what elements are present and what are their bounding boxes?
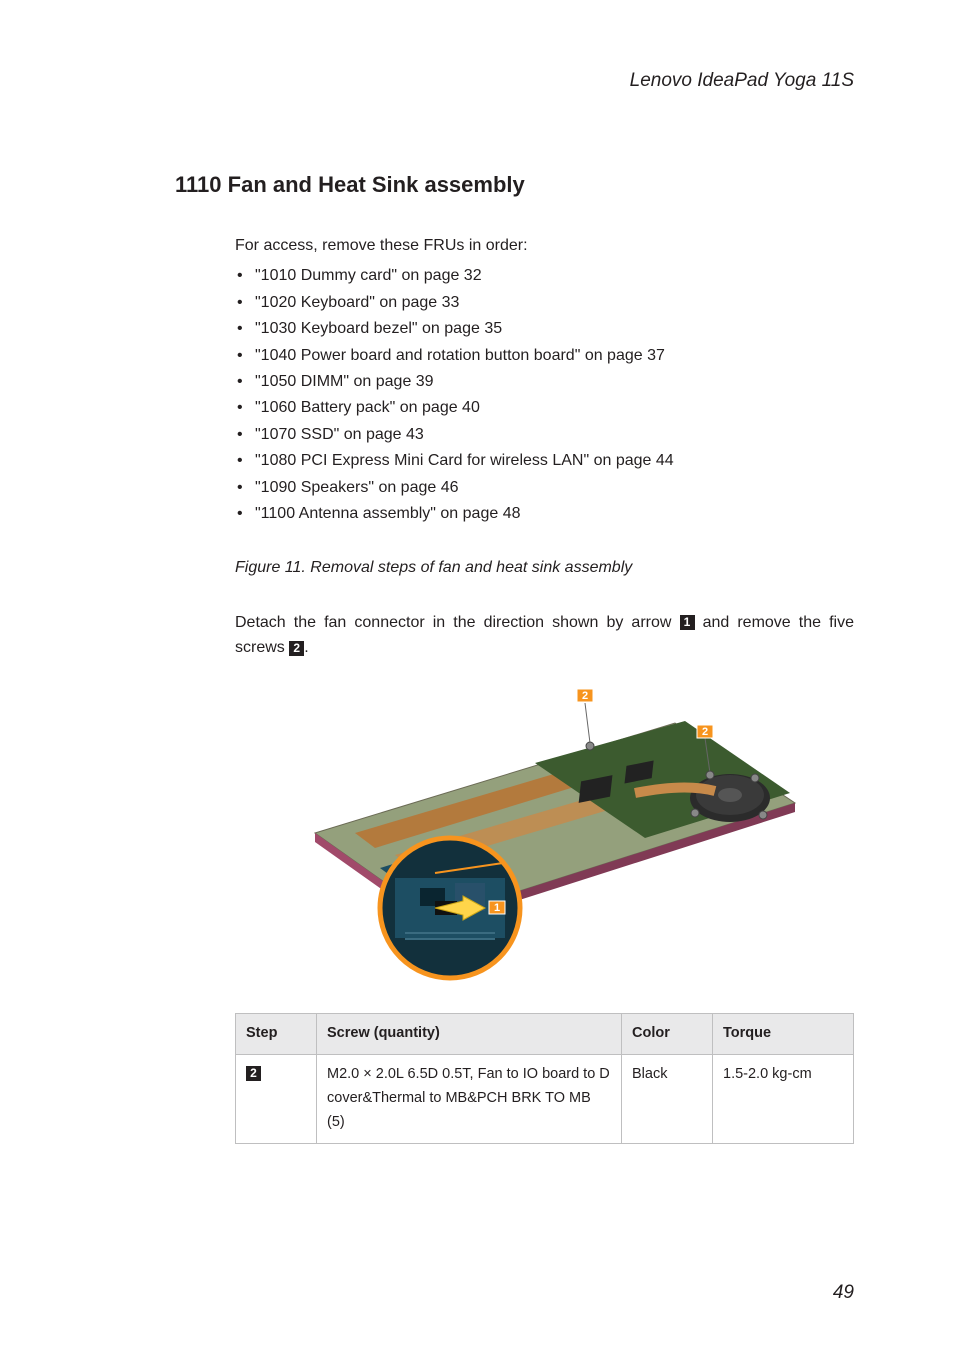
motherboard-diagram-icon: 2 2 xyxy=(285,683,805,983)
col-torque: Torque xyxy=(713,1013,854,1054)
page: Lenovo IdeaPad Yoga 11S 1110 Fan and Hea… xyxy=(0,0,954,1354)
step-marker-2-icon: 2 xyxy=(289,641,304,656)
section-number: 1110 xyxy=(175,172,222,197)
section-name: Fan and Heat Sink assembly xyxy=(228,172,525,197)
callout-2b: 2 xyxy=(701,726,707,738)
detach-paragraph: Detach the fan connector in the directio… xyxy=(235,610,854,661)
detach-text-pre: Detach the fan connector in the directio… xyxy=(235,614,680,631)
col-step: Step xyxy=(236,1013,317,1054)
col-screw: Screw (quantity) xyxy=(317,1013,622,1054)
fru-ref-item: "1090 Speakers" on page 46 xyxy=(235,475,854,501)
fru-ref-item: "1040 Power board and rotation button bo… xyxy=(235,343,854,369)
page-number: 49 xyxy=(833,1282,854,1304)
step-marker-1-icon: 1 xyxy=(680,615,695,630)
step-marker-icon: 2 xyxy=(246,1066,261,1081)
fru-ref-item: "1050 DIMM" on page 39 xyxy=(235,369,854,395)
figure-area: 2 2 xyxy=(235,683,854,983)
col-color: Color xyxy=(622,1013,713,1054)
fru-ref-item: "1070 SSD" on page 43 xyxy=(235,422,854,448)
callout-2a: 2 xyxy=(581,690,587,702)
fru-ref-item: "1060 Battery pack" on page 40 xyxy=(235,395,854,421)
content-block: For access, remove these FRUs in order: … xyxy=(235,233,854,1144)
fru-ref-item: "1030 Keyboard bezel" on page 35 xyxy=(235,316,854,342)
fru-ref-item: "1010 Dummy card" on page 32 xyxy=(235,263,854,289)
fru-ref-item: "1080 PCI Express Mini Card for wireless… xyxy=(235,448,854,474)
table-row: 2 M2.0 × 2.0L 6.5D 0.5T, Fan to IO board… xyxy=(236,1054,854,1143)
intro-line: For access, remove these FRUs in order: xyxy=(235,233,854,259)
fru-list: "1010 Dummy card" on page 32 "1020 Keybo… xyxy=(235,263,854,527)
figure-caption: Figure 11. Removal steps of fan and heat… xyxy=(235,555,854,581)
fru-ref-item: "1100 Antenna assembly" on page 48 xyxy=(235,501,854,527)
detach-text-end: . xyxy=(304,639,308,656)
product-header: Lenovo IdeaPad Yoga 11S xyxy=(175,70,854,92)
cell-screw: M2.0 × 2.0L 6.5D 0.5T, Fan to IO board t… xyxy=(317,1054,622,1143)
section-title: 1110 Fan and Heat Sink assembly xyxy=(175,172,854,198)
cell-color: Black xyxy=(622,1054,713,1143)
cell-step: 2 xyxy=(236,1054,317,1143)
table-header-row: Step Screw (quantity) Color Torque xyxy=(236,1013,854,1054)
fru-ref-item: "1020 Keyboard" on page 33 xyxy=(235,290,854,316)
callout-1: 1 xyxy=(493,902,499,914)
screw-table: Step Screw (quantity) Color Torque 2 M2.… xyxy=(235,1013,854,1144)
cell-torque: 1.5-2.0 kg-cm xyxy=(713,1054,854,1143)
